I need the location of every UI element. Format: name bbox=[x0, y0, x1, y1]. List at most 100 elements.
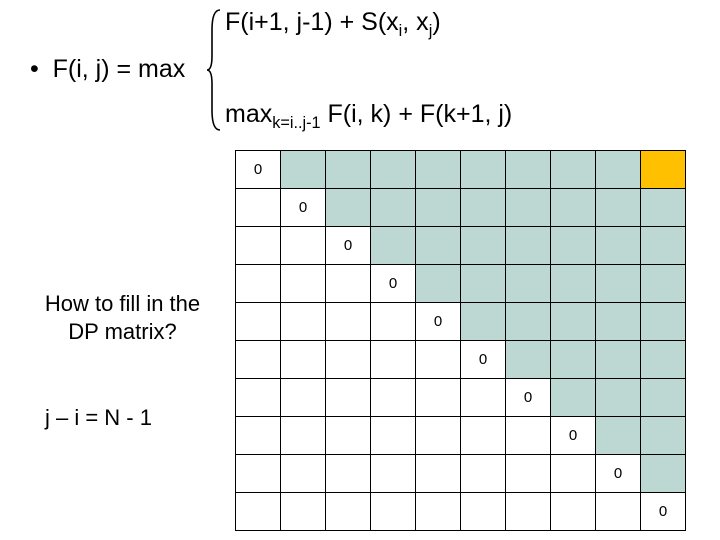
dp-cell bbox=[281, 227, 326, 265]
dp-cell bbox=[506, 189, 551, 227]
dp-cell bbox=[416, 341, 461, 379]
dp-cell bbox=[326, 379, 371, 417]
dp-cell bbox=[236, 265, 281, 303]
dp-cell bbox=[281, 417, 326, 455]
dp-cell bbox=[506, 455, 551, 493]
dp-cell bbox=[506, 265, 551, 303]
dp-cell bbox=[371, 341, 416, 379]
dp-cell bbox=[416, 417, 461, 455]
dp-cell bbox=[551, 303, 596, 341]
dp-cell bbox=[506, 493, 551, 531]
dp-cell bbox=[596, 493, 641, 531]
dp-cell bbox=[551, 455, 596, 493]
dp-cell bbox=[551, 341, 596, 379]
dp-cell bbox=[371, 455, 416, 493]
dp-cell bbox=[416, 265, 461, 303]
dp-cell bbox=[236, 341, 281, 379]
dp-cell bbox=[596, 417, 641, 455]
dp-cell bbox=[281, 151, 326, 189]
dp-cell bbox=[416, 379, 461, 417]
dp-cell bbox=[551, 151, 596, 189]
dp-cell bbox=[236, 379, 281, 417]
dp-cell: 0 bbox=[416, 303, 461, 341]
dp-cell bbox=[236, 227, 281, 265]
dp-cell bbox=[461, 227, 506, 265]
dp-cell bbox=[416, 493, 461, 531]
dp-cell bbox=[326, 493, 371, 531]
dp-cell bbox=[596, 303, 641, 341]
dp-cell bbox=[461, 417, 506, 455]
dp-cell bbox=[551, 265, 596, 303]
dp-cell bbox=[236, 189, 281, 227]
dp-cell bbox=[236, 417, 281, 455]
dp-cell bbox=[371, 303, 416, 341]
dp-cell bbox=[461, 493, 506, 531]
dp-cell bbox=[236, 303, 281, 341]
dp-cell bbox=[326, 341, 371, 379]
dp-cell bbox=[641, 227, 686, 265]
dp-cell bbox=[326, 189, 371, 227]
constraint-text: j – i = N - 1 bbox=[45, 405, 152, 431]
dp-cell bbox=[236, 493, 281, 531]
dp-cell bbox=[551, 227, 596, 265]
dp-cell bbox=[371, 379, 416, 417]
dp-cell bbox=[371, 417, 416, 455]
dp-cell bbox=[281, 265, 326, 303]
dp-cell bbox=[551, 189, 596, 227]
dp-cell bbox=[596, 151, 641, 189]
dp-cell bbox=[461, 151, 506, 189]
dp-cell bbox=[371, 151, 416, 189]
dp-cell bbox=[416, 151, 461, 189]
dp-cell: 0 bbox=[641, 493, 686, 531]
dp-cell bbox=[641, 341, 686, 379]
dp-cell bbox=[506, 227, 551, 265]
dp-cell bbox=[506, 303, 551, 341]
dp-cell: 0 bbox=[596, 455, 641, 493]
dp-cell bbox=[641, 151, 686, 189]
dp-cell bbox=[371, 493, 416, 531]
dp-cell: 0 bbox=[371, 265, 416, 303]
dp-cell bbox=[371, 189, 416, 227]
dp-cell bbox=[326, 265, 371, 303]
dp-cell bbox=[416, 189, 461, 227]
dp-cell bbox=[281, 379, 326, 417]
dp-cell bbox=[596, 265, 641, 303]
dp-cell bbox=[281, 493, 326, 531]
question-text: How to fill in theDP matrix? bbox=[15, 290, 230, 345]
dp-cell bbox=[236, 455, 281, 493]
dp-cell bbox=[461, 265, 506, 303]
recurrence-case-2: maxk=i..j-1 F(i, k) + F(k+1, j) bbox=[225, 100, 512, 133]
dp-cell bbox=[641, 417, 686, 455]
dp-cell bbox=[596, 341, 641, 379]
dp-cell bbox=[596, 189, 641, 227]
dp-cell: 0 bbox=[551, 417, 596, 455]
dp-cell bbox=[416, 227, 461, 265]
dp-cell bbox=[596, 379, 641, 417]
dp-cell bbox=[461, 303, 506, 341]
dp-cell bbox=[506, 417, 551, 455]
dp-cell bbox=[461, 189, 506, 227]
dp-cell bbox=[461, 455, 506, 493]
dp-cell bbox=[326, 417, 371, 455]
brace-icon bbox=[206, 6, 226, 134]
dp-cell bbox=[326, 455, 371, 493]
dp-cell bbox=[416, 455, 461, 493]
dp-cell bbox=[641, 379, 686, 417]
recurrence-lhs: • F(i, j) = max bbox=[30, 55, 185, 84]
dp-cell bbox=[281, 341, 326, 379]
dp-cell bbox=[326, 303, 371, 341]
dp-cell bbox=[506, 151, 551, 189]
dp-cell bbox=[326, 151, 371, 189]
recurrence-case-1: F(i+1, j-1) + S(xi, xj) bbox=[225, 8, 441, 41]
dp-cell bbox=[551, 379, 596, 417]
dp-cell bbox=[281, 455, 326, 493]
dp-cell: 0 bbox=[236, 151, 281, 189]
dp-cell bbox=[551, 493, 596, 531]
dp-matrix: 0000000000 bbox=[235, 150, 686, 531]
dp-cell: 0 bbox=[326, 227, 371, 265]
dp-cell bbox=[371, 227, 416, 265]
dp-cell bbox=[596, 227, 641, 265]
dp-cell bbox=[506, 341, 551, 379]
dp-cell: 0 bbox=[281, 189, 326, 227]
dp-cell: 0 bbox=[506, 379, 551, 417]
